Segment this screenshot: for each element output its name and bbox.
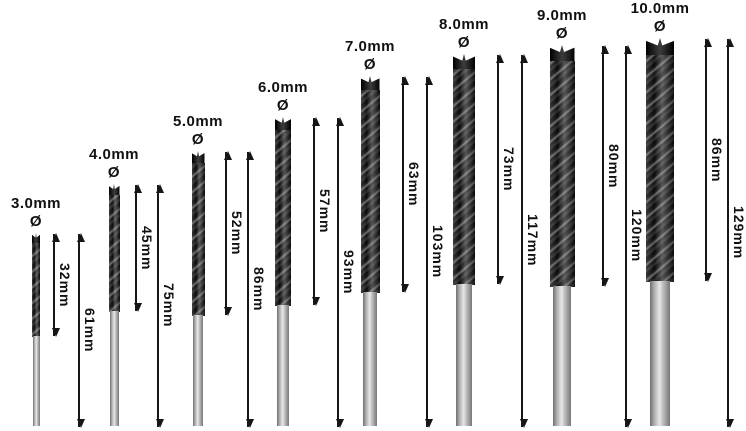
diameter-value: 4.0mm bbox=[88, 146, 140, 163]
bit-flute bbox=[108, 194, 120, 312]
bit-tip bbox=[646, 38, 674, 56]
diameter-symbol: Ø bbox=[555, 24, 569, 42]
total-length-arrow bbox=[520, 54, 528, 428]
diameter-value: 10.0mm bbox=[630, 0, 690, 17]
bit-shank bbox=[193, 315, 203, 426]
diameter-label: 3.0mm Ø bbox=[0, 195, 81, 230]
total-length-arrow bbox=[156, 184, 164, 428]
diameter-symbol: Ø bbox=[107, 163, 121, 181]
bit-flute bbox=[191, 162, 205, 316]
bit-shank bbox=[109, 311, 119, 426]
diameter-label: 8.0mm Ø bbox=[419, 16, 509, 51]
flute-length-label: 63mm bbox=[406, 162, 422, 207]
diameter-value: 7.0mm bbox=[344, 38, 396, 55]
flute-length-arrow bbox=[704, 38, 712, 282]
bit-flute bbox=[275, 129, 291, 306]
bit-tip bbox=[108, 184, 120, 196]
diameter-label: 6.0mm Ø bbox=[238, 79, 328, 114]
bit-shank bbox=[32, 336, 40, 426]
total-length-label: 129mm bbox=[731, 205, 746, 260]
diameter-symbol: Ø bbox=[457, 33, 471, 51]
bit-shank bbox=[363, 292, 377, 426]
total-length-label: 61mm bbox=[82, 307, 98, 353]
total-length-label: 86mm bbox=[251, 266, 267, 312]
flute-length-label: 86mm bbox=[709, 137, 725, 183]
total-length-arrow bbox=[77, 233, 85, 428]
diameter-symbol: Ø bbox=[29, 212, 43, 230]
flute-length-label: 32mm bbox=[57, 262, 73, 308]
bit-flute bbox=[360, 89, 380, 293]
diameter-value: 9.0mm bbox=[536, 7, 588, 24]
bit-flute bbox=[646, 54, 674, 282]
diameter-label: 9.0mm Ø bbox=[517, 7, 607, 42]
flute-length-label: 73mm bbox=[501, 147, 517, 192]
flute-length-arrow bbox=[134, 184, 142, 312]
bit-shank bbox=[650, 281, 670, 426]
total-length-label: 117mm bbox=[525, 214, 541, 267]
flute-length-label: 57mm bbox=[317, 189, 333, 234]
diameter-symbol: Ø bbox=[363, 55, 377, 73]
bit-shank bbox=[553, 286, 571, 426]
total-length-arrow bbox=[246, 151, 254, 428]
total-length-label: 120mm bbox=[629, 209, 645, 263]
diameter-symbol: Ø bbox=[653, 17, 667, 35]
bit-flute bbox=[549, 60, 575, 287]
flute-length-arrow bbox=[401, 76, 409, 293]
total-length-arrow bbox=[425, 76, 433, 428]
flute-length-label: 52mm bbox=[229, 211, 245, 256]
diameter-value: 5.0mm bbox=[172, 113, 224, 130]
total-length-label: 93mm bbox=[341, 249, 357, 295]
diameter-label: 10.0mm Ø bbox=[615, 0, 705, 35]
bit-shank bbox=[277, 305, 289, 426]
bit-tip bbox=[32, 233, 40, 244]
diameter-label: 5.0mm Ø bbox=[153, 113, 243, 148]
diameter-label: 7.0mm Ø bbox=[325, 38, 415, 73]
bit-flute bbox=[32, 242, 40, 337]
diameter-value: 8.0mm bbox=[438, 16, 490, 33]
flute-length-label: 80mm bbox=[606, 143, 622, 189]
bit-flute bbox=[453, 68, 475, 285]
flute-length-arrow bbox=[224, 151, 232, 316]
total-length-label: 75mm bbox=[161, 283, 177, 328]
total-length-arrow bbox=[726, 38, 734, 428]
diameter-symbol: Ø bbox=[191, 130, 205, 148]
flute-length-arrow bbox=[601, 45, 609, 287]
total-length-arrow bbox=[624, 45, 632, 428]
flute-length-arrow bbox=[312, 117, 320, 306]
flute-length-arrow bbox=[496, 54, 504, 285]
flute-length-label: 45mm bbox=[139, 225, 155, 271]
bit-shank bbox=[456, 284, 472, 426]
total-length-label: 103mm bbox=[430, 224, 446, 279]
diameter-symbol: Ø bbox=[276, 96, 290, 114]
flute-length-arrow bbox=[52, 233, 60, 337]
diameter-value: 3.0mm bbox=[10, 195, 62, 212]
total-length-arrow bbox=[336, 117, 344, 428]
diameter-value: 6.0mm bbox=[257, 79, 309, 96]
diameter-label: 4.0mm Ø bbox=[69, 146, 159, 181]
